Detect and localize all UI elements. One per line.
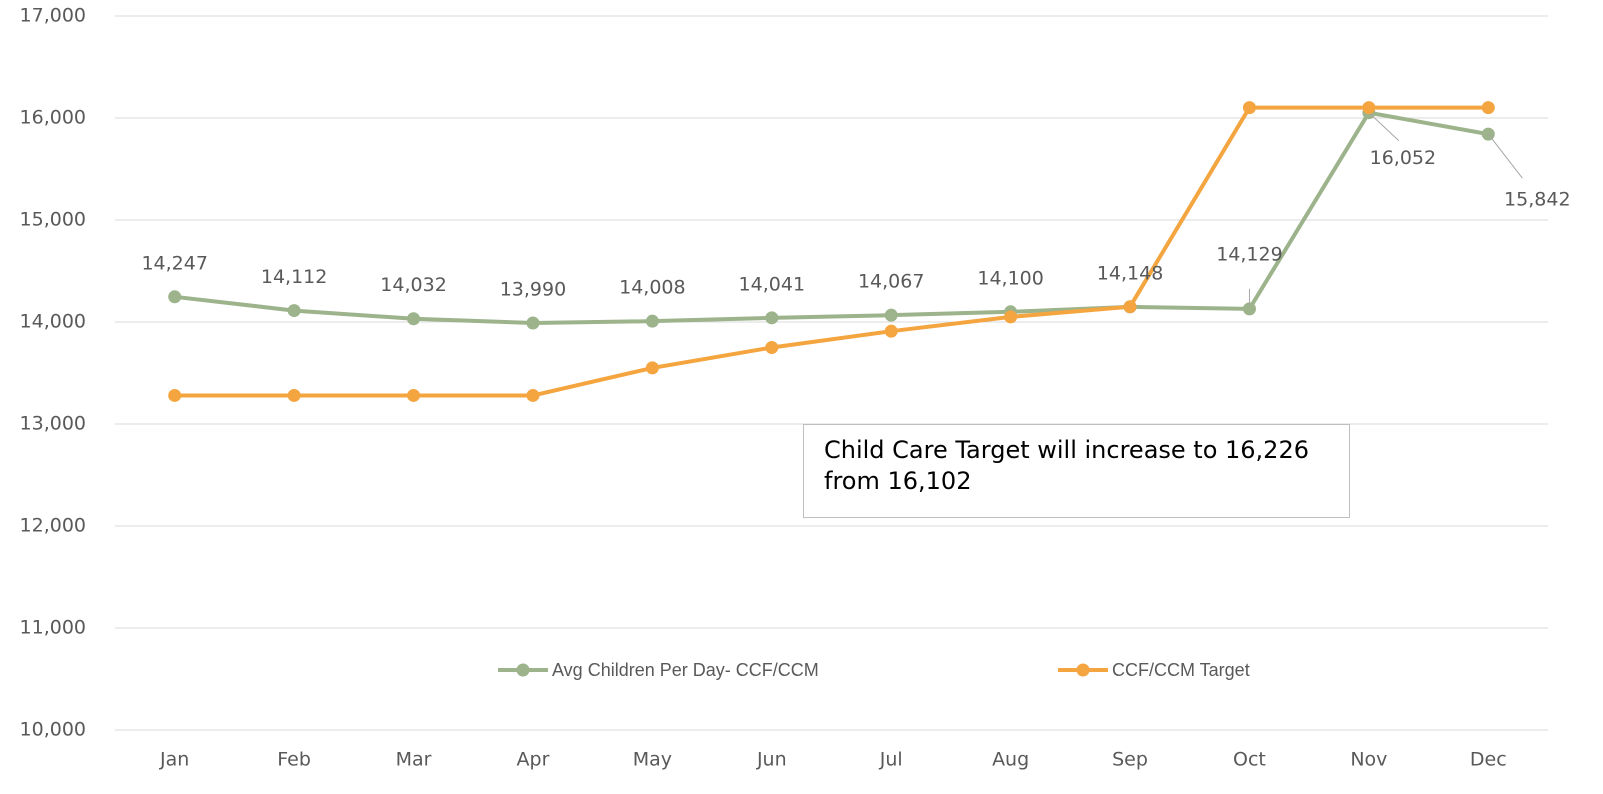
annotation: Child Care Target will increase to 16,22…	[803, 424, 1350, 518]
x-tick-label: Nov	[1350, 749, 1387, 771]
x-tick-label: Sep	[1112, 749, 1148, 771]
point	[526, 316, 540, 330]
point	[526, 388, 540, 402]
point	[168, 290, 182, 304]
x-tick-label: Aug	[992, 749, 1029, 771]
x-tick-label: Dec	[1470, 749, 1507, 771]
point	[1242, 302, 1256, 316]
point	[407, 388, 421, 402]
point	[645, 361, 659, 375]
point	[287, 304, 301, 318]
data-label: 15,842	[1504, 189, 1570, 211]
x-tick-label: Apr	[517, 749, 550, 771]
point	[1123, 300, 1137, 314]
point	[1004, 310, 1018, 324]
point	[1362, 101, 1376, 115]
point	[765, 341, 779, 354]
data-label: 14,041	[739, 273, 805, 295]
y-tick-label: 13,000	[20, 413, 86, 435]
y-tick-label: 16,000	[20, 107, 86, 129]
x-tick-label: Feb	[277, 749, 311, 771]
data-label: 14,067	[858, 271, 924, 293]
data-label: 14,129	[1216, 243, 1282, 265]
data-label: 14,032	[380, 274, 446, 296]
legend-label: CCF/CCM Target	[1112, 660, 1250, 680]
point	[168, 388, 182, 402]
legend-label: Avg Children Per Day- CCF/CCM	[552, 660, 819, 680]
data-label: 14,100	[977, 267, 1043, 289]
y-tick-label: 10,000	[20, 719, 86, 741]
series-line	[174, 105, 1489, 398]
x-tick-label: Jan	[159, 749, 189, 771]
x-tick-label: May	[633, 749, 672, 771]
y-tick-label: 11,000	[20, 617, 86, 639]
x-tick-label: Jun	[756, 749, 787, 771]
point	[884, 324, 898, 338]
y-tick-label: 14,000	[20, 311, 86, 333]
point	[1481, 101, 1495, 115]
legend-marker	[1076, 663, 1090, 677]
leader-line	[1368, 112, 1400, 142]
point	[645, 314, 659, 328]
legend-marker	[516, 663, 530, 677]
point	[287, 388, 301, 402]
y-tick-label: 17,000	[20, 5, 86, 27]
data-label: 14,008	[619, 277, 685, 299]
data-label: 14,247	[141, 252, 207, 274]
x-tick-label: Mar	[396, 749, 432, 771]
data-label: 14,112	[261, 266, 327, 288]
point	[407, 312, 421, 326]
y-tick-label: 15,000	[20, 209, 86, 231]
point	[765, 311, 779, 325]
data-label: 14,148	[1097, 262, 1163, 284]
series-line	[174, 110, 1489, 326]
data-label: 16,052	[1370, 147, 1436, 169]
x-tick-label: Jul	[879, 749, 903, 771]
data-label: 13,990	[500, 279, 566, 301]
point	[884, 308, 898, 322]
point	[1242, 101, 1256, 115]
x-tick-label: Oct	[1233, 749, 1266, 771]
leader-line	[1487, 133, 1523, 179]
y-tick-label: 12,000	[20, 515, 86, 537]
